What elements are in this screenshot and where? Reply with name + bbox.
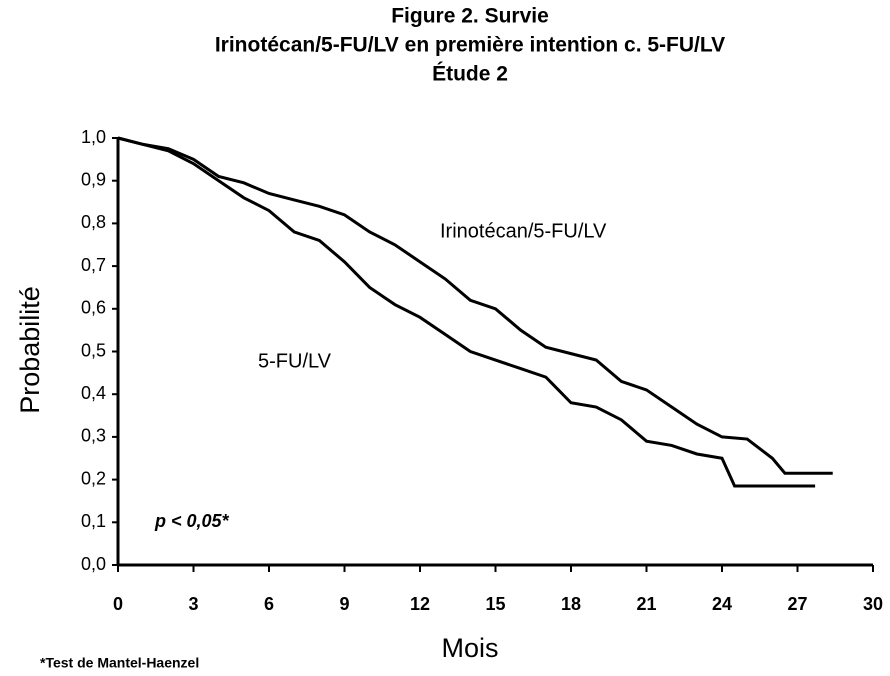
survival-curve bbox=[117, 136, 833, 475]
x-tick-label: 0 bbox=[113, 594, 123, 614]
chart-title: Étude 2 bbox=[432, 63, 508, 86]
footnote: *Test de Mantel-Haenzel bbox=[40, 655, 199, 671]
x-tick-label: 21 bbox=[636, 594, 656, 614]
series-label: Irinotécan/5-FU/LV bbox=[440, 220, 607, 242]
x-tick-label: 24 bbox=[712, 594, 732, 614]
x-tick-label: 6 bbox=[264, 594, 274, 614]
y-tick-label: 0,8 bbox=[81, 212, 106, 232]
chart-title: Irinotécan/5-FU/LV en première intention… bbox=[215, 34, 725, 57]
y-tick-label: 0,1 bbox=[81, 511, 106, 531]
y-tick-label: 0,4 bbox=[81, 383, 106, 403]
chart-title: Figure 2. Survie bbox=[391, 5, 549, 28]
y-tick-label: 0,3 bbox=[81, 426, 106, 446]
p-value-note: p < 0,05* bbox=[154, 511, 230, 531]
y-tick-label: 0,2 bbox=[81, 468, 106, 488]
x-tick-label: 9 bbox=[339, 594, 349, 614]
y-tick-label: 0,7 bbox=[81, 255, 106, 275]
y-axis-label: Probabilité bbox=[15, 286, 45, 414]
x-tick-label: 15 bbox=[485, 594, 505, 614]
y-tick-label: 0,6 bbox=[81, 298, 106, 318]
survival-curve bbox=[117, 136, 816, 488]
y-tick-label: 0,0 bbox=[81, 554, 106, 574]
y-tick-label: 0,9 bbox=[81, 169, 106, 189]
series-label: 5-FU/LV bbox=[258, 350, 332, 372]
x-tick-label: 30 bbox=[863, 594, 883, 614]
x-axis-label: Mois bbox=[441, 633, 498, 663]
x-tick-label: 3 bbox=[188, 594, 198, 614]
x-tick-label: 18 bbox=[561, 594, 581, 614]
y-tick-label: 1,0 bbox=[81, 127, 106, 147]
x-tick-label: 27 bbox=[787, 594, 807, 614]
y-tick-label: 0,5 bbox=[81, 340, 106, 360]
x-tick-label: 12 bbox=[410, 594, 430, 614]
